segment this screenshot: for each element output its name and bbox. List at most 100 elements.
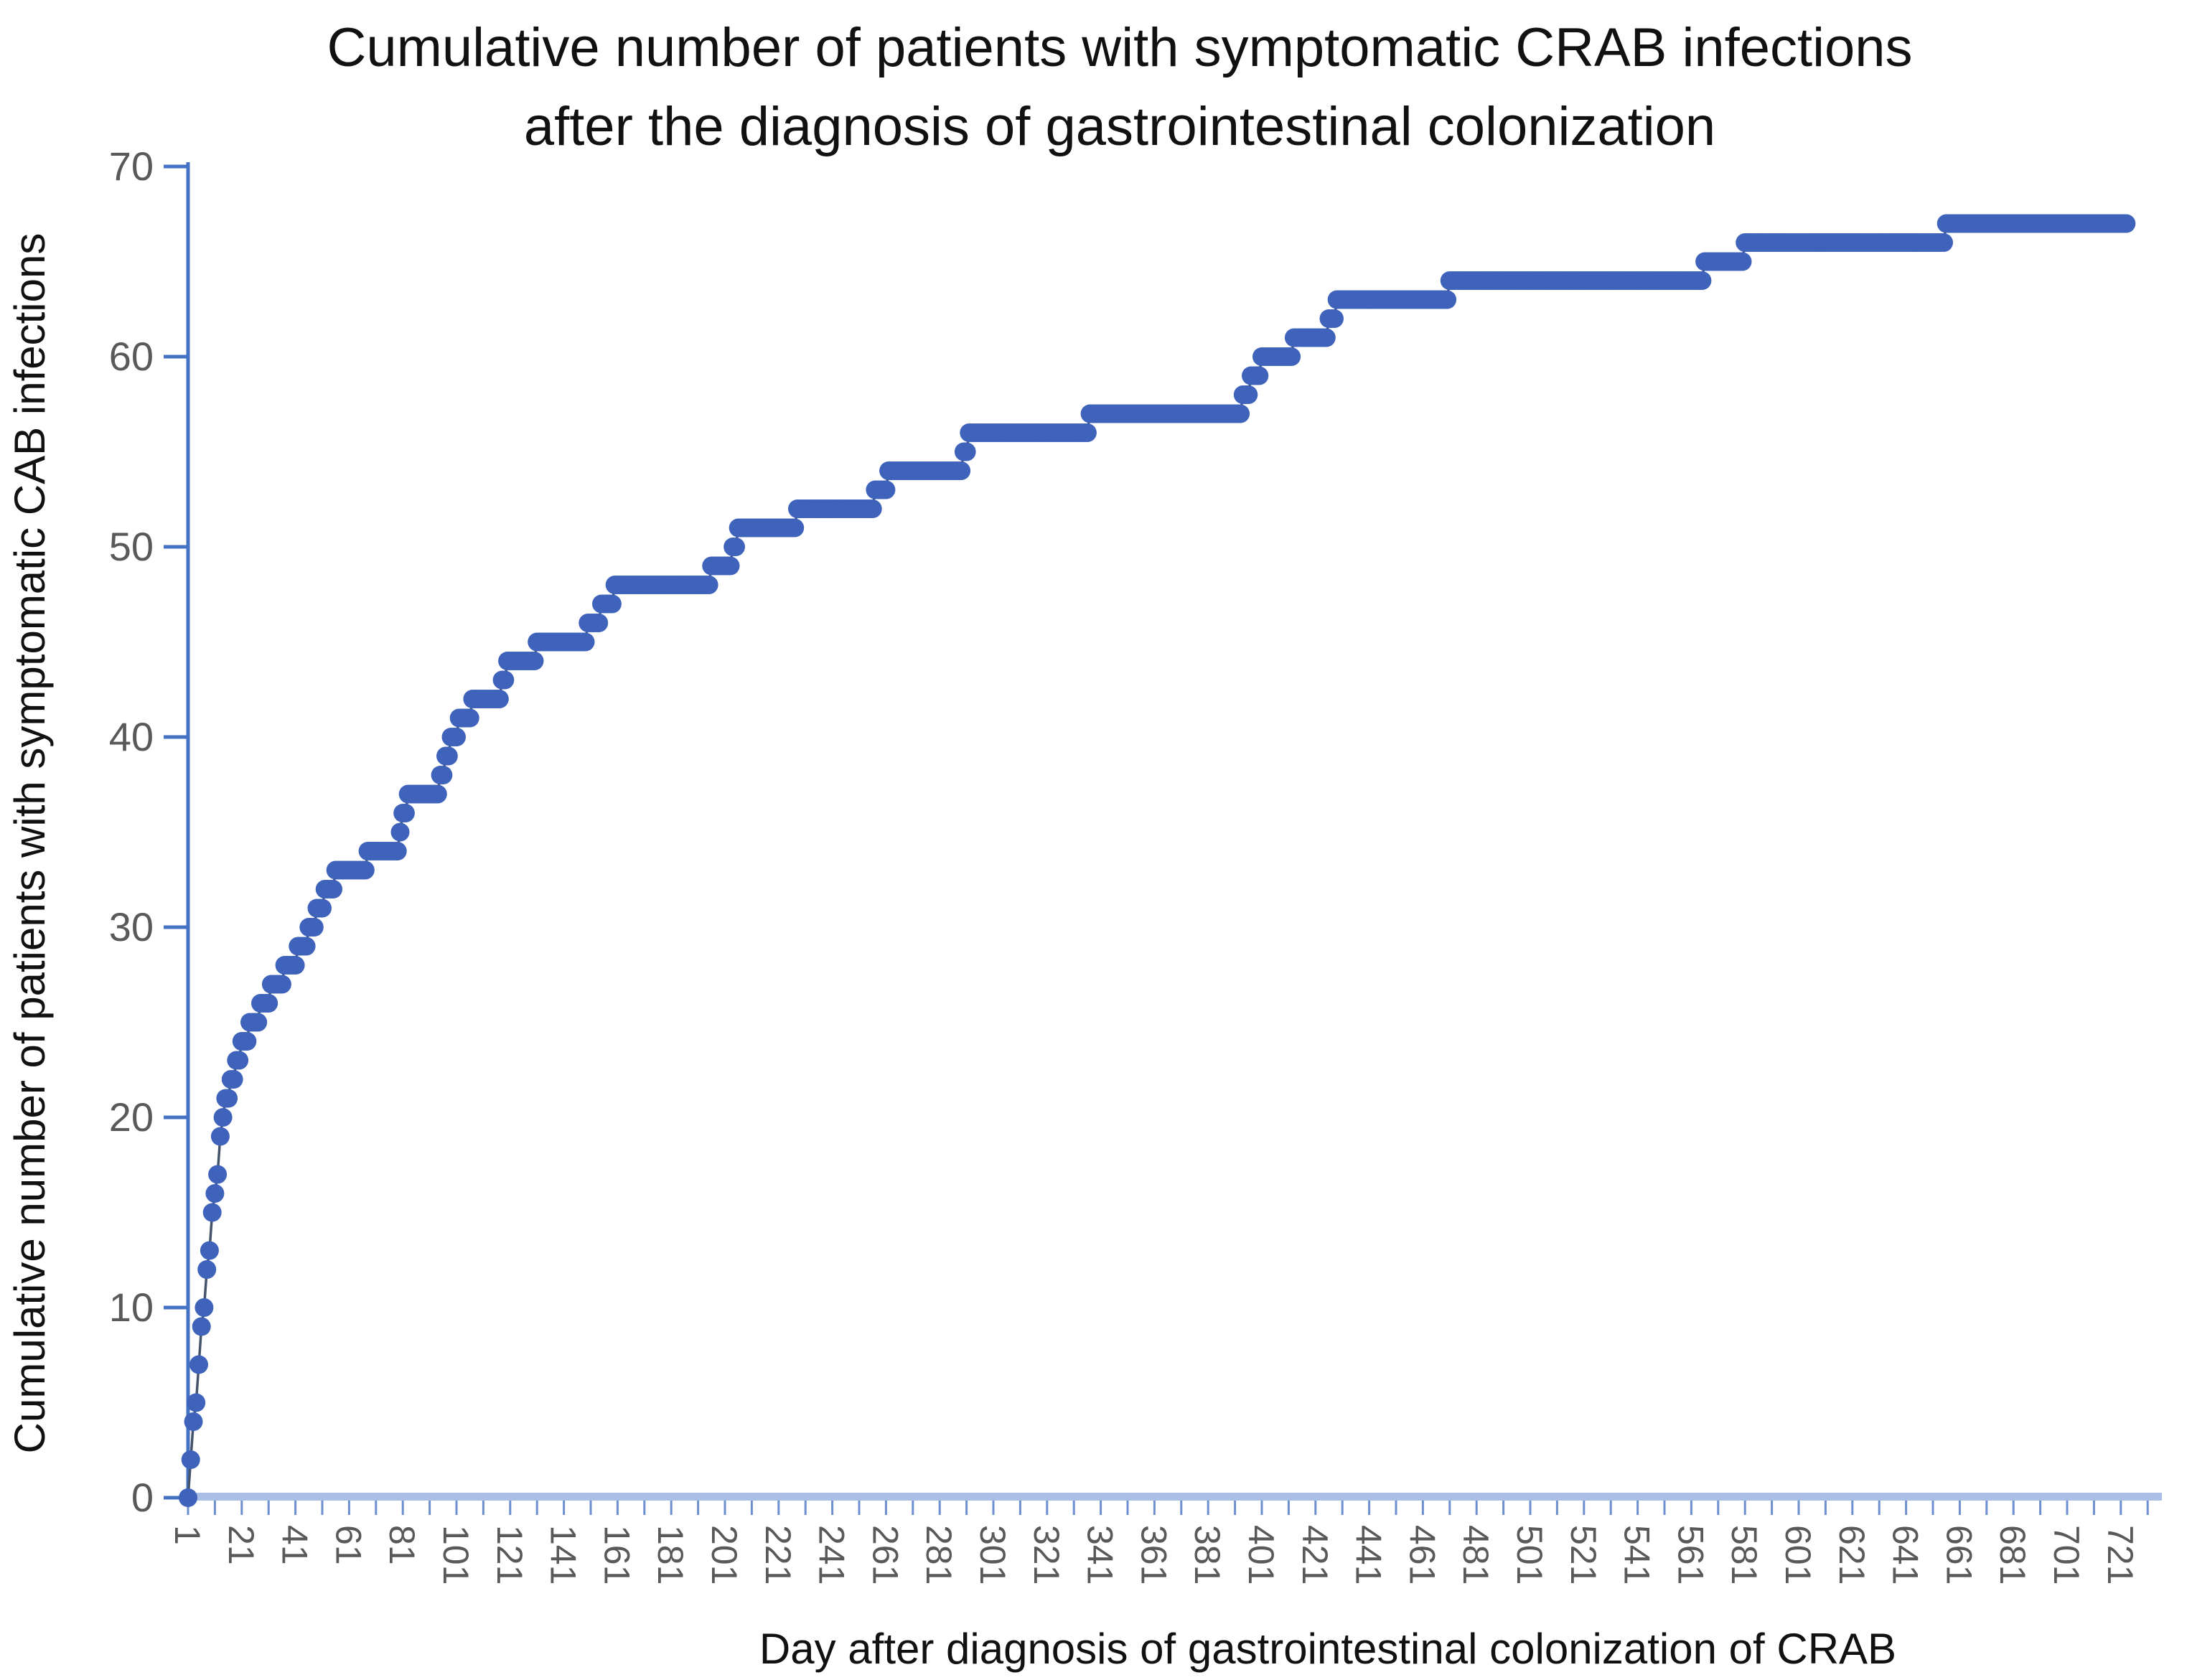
x-axis — [181, 1493, 2162, 1515]
data-point-marker — [2117, 214, 2136, 233]
data-point-marker — [205, 1184, 225, 1203]
x-tick-label: 341 — [1080, 1525, 1120, 1585]
x-tick-label: 641 — [1886, 1525, 1926, 1585]
x-axis-line — [181, 1493, 2162, 1501]
x-tick-label: 621 — [1832, 1525, 1872, 1585]
data-point-marker — [1733, 252, 1752, 271]
data-point-marker — [490, 690, 509, 708]
y-axis-title: Cumulative number of patients with sympt… — [6, 233, 54, 1454]
x-tick-label: 201 — [704, 1525, 744, 1585]
data-point-marker — [184, 1412, 203, 1431]
x-tick-label: 501 — [1509, 1525, 1550, 1585]
x-tick-label: 1 — [167, 1525, 207, 1545]
x-tick-label: 381 — [1187, 1525, 1227, 1585]
y-tick-label: 20 — [109, 1094, 154, 1140]
data-point-marker — [210, 1127, 230, 1146]
data-point-marker — [576, 632, 595, 652]
data-point-marker — [434, 766, 453, 784]
data-point-marker — [355, 860, 375, 880]
data-point-marker — [726, 538, 745, 556]
data-point-marker — [195, 1298, 214, 1317]
y-tick-labels: 0 10 20 30 40 50 60 70 — [109, 144, 154, 1520]
data-point-marker — [952, 461, 971, 480]
data-point-marker — [699, 576, 718, 594]
x-tick-label: 261 — [865, 1525, 905, 1585]
x-tick-label: 81 — [382, 1525, 422, 1565]
data-point-marker — [324, 880, 342, 898]
x-axis-title: Day after diagnosis of gastrointestinal … — [759, 1625, 1896, 1673]
x-tick-label: 401 — [1241, 1525, 1281, 1585]
data-point-marker — [202, 1203, 222, 1222]
y-tick-label: 10 — [109, 1285, 154, 1330]
x-tick-label: 581 — [1724, 1525, 1764, 1585]
x-tick-labels: 1 21 41 61 81 101 121 141 161 181 201 221 241 261 281 3… — [167, 1525, 2140, 1585]
x-tick-label: 141 — [543, 1525, 584, 1585]
data-point-marker — [1282, 347, 1301, 366]
data-point-marker — [428, 784, 447, 804]
y-tick-label: 60 — [109, 334, 154, 379]
data-point-marker — [213, 1108, 233, 1127]
data-point-marker — [1316, 328, 1336, 347]
data-point-marker — [1934, 233, 1953, 252]
data-point-marker — [200, 1241, 219, 1260]
y-tick-label: 40 — [109, 714, 154, 759]
x-tick-label: 121 — [490, 1525, 530, 1585]
data-point-marker — [197, 1260, 217, 1279]
x-tick-label: 701 — [2046, 1525, 2087, 1585]
data-point-marker — [248, 1013, 268, 1032]
data-point-marker — [447, 728, 466, 746]
data-point-marker — [224, 1070, 243, 1089]
data-point-marker — [219, 1089, 238, 1108]
data-point-marker — [208, 1165, 228, 1184]
x-tick-label: 221 — [758, 1525, 798, 1585]
x-tick-label: 281 — [919, 1525, 959, 1585]
data-point-marker — [187, 1393, 206, 1412]
data-point-marker — [1325, 309, 1344, 328]
data-point-marker — [1077, 423, 1097, 442]
data-point-marker — [876, 480, 896, 499]
x-tick-label: 561 — [1670, 1525, 1710, 1585]
data-point-marker — [439, 746, 458, 766]
y-tick-label: 30 — [109, 904, 154, 949]
data-point-marker — [525, 652, 544, 670]
data-point-marker — [179, 1488, 197, 1507]
x-tick-label: 461 — [1402, 1525, 1442, 1585]
data-point-marker — [304, 918, 324, 937]
data-point-marker — [1239, 385, 1258, 404]
x-tick-label: 441 — [1349, 1525, 1389, 1585]
data-point-marker — [785, 518, 805, 538]
x-tick-label: 321 — [1026, 1525, 1067, 1585]
data-point-marker — [189, 1355, 208, 1374]
data-point-marker — [495, 670, 515, 690]
data-point-marker — [589, 614, 609, 632]
data-point-marker — [1250, 366, 1269, 385]
data-point-marker — [259, 994, 278, 1013]
data-series-cumulative-infections — [179, 214, 2136, 1507]
x-tick-label: 61 — [328, 1525, 368, 1565]
x-tick-label: 661 — [1939, 1525, 1979, 1585]
data-point-marker — [238, 1032, 257, 1051]
data-point-marker — [460, 708, 479, 728]
data-point-marker — [313, 898, 332, 918]
y-tick-label: 50 — [109, 524, 154, 569]
x-tick-label: 361 — [1133, 1525, 1174, 1585]
chart-title-line1: Cumulative number of patients with sympt… — [327, 17, 1912, 78]
x-tick-label: 481 — [1456, 1525, 1496, 1585]
x-tick-label: 181 — [650, 1525, 690, 1585]
data-point-marker — [602, 594, 622, 614]
x-tick-label: 721 — [2100, 1525, 2140, 1585]
x-tick-label: 601 — [1778, 1525, 1818, 1585]
x-tick-label: 101 — [436, 1525, 476, 1585]
x-tick-label: 41 — [275, 1525, 315, 1565]
data-point-marker — [192, 1317, 211, 1336]
data-point-marker — [721, 556, 740, 576]
data-point-marker — [863, 499, 882, 518]
data-point-marker — [272, 975, 291, 994]
data-point-marker — [181, 1450, 200, 1469]
data-point-marker — [390, 822, 410, 842]
y-tick-label: 0 — [131, 1475, 154, 1520]
x-tick-label: 161 — [596, 1525, 637, 1585]
data-point-marker — [230, 1051, 249, 1070]
